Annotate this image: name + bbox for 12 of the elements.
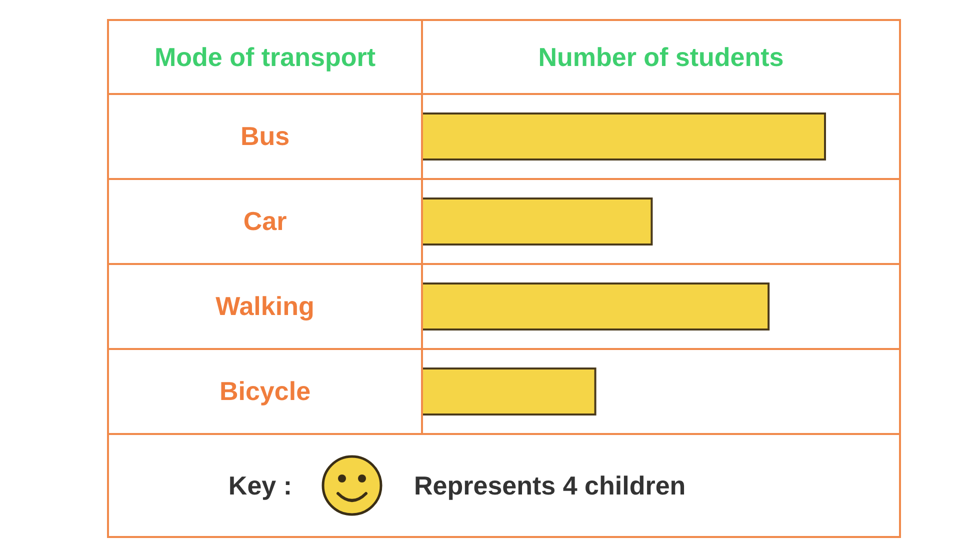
y-tick-label: Car <box>243 206 287 236</box>
bar <box>421 282 770 330</box>
bar <box>421 368 596 416</box>
bar <box>421 198 653 246</box>
text: Key : <box>228 470 292 500</box>
y-tick-label: Bicycle <box>219 376 311 406</box>
y-tick-label: Walking <box>216 290 314 321</box>
x-axis-title: Number of students <box>538 42 784 72</box>
y-tick-label: Bus <box>240 120 290 151</box>
bar <box>421 112 826 160</box>
y-axis-title: Mode of transport <box>154 42 376 72</box>
text: Represents 4 children <box>414 470 686 500</box>
